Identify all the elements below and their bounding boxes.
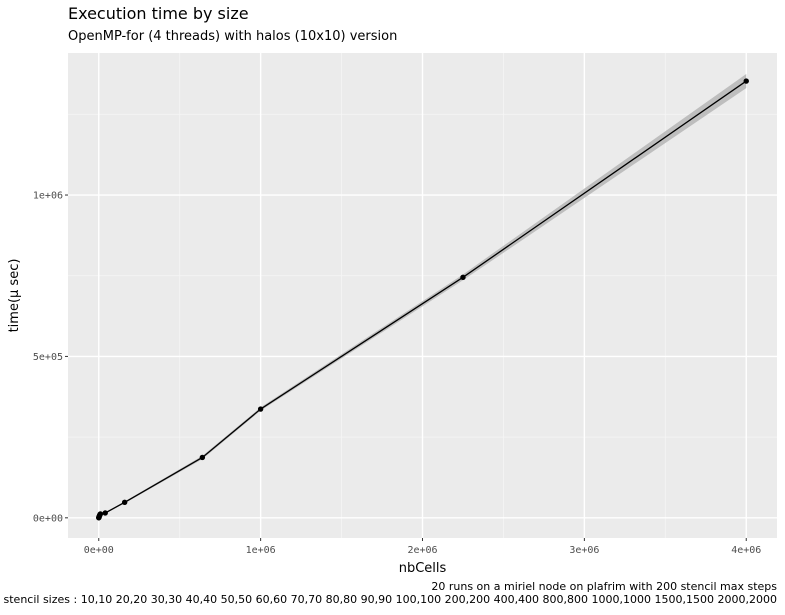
caption-runs: 20 runs on a miriel node on plafrim with…: [431, 580, 777, 593]
x-tick-label: 4e+06: [731, 545, 761, 556]
data-point: [102, 510, 108, 516]
data-point: [257, 406, 264, 412]
major-grid: [68, 53, 777, 538]
data-point: [743, 78, 749, 84]
data-point: [121, 499, 128, 506]
x-axis-ticks: 0e+00 1e+06 2e+06 3e+06 4e+06: [84, 538, 761, 556]
data-point: [97, 511, 104, 517]
x-tick-label: 0e+00: [84, 545, 114, 556]
data-point: [460, 274, 466, 281]
x-tick-label: 2e+06: [407, 545, 437, 556]
x-tick-label: 1e+06: [246, 545, 276, 556]
y-tick-label: 0e+00: [33, 513, 63, 524]
y-tick-label: 1e+06: [33, 191, 63, 202]
caption-stencil-sizes: stencil sizes : 10,10 20,20 30,30 40,40 …: [3, 593, 777, 606]
data-points: [96, 78, 749, 521]
chart-subtitle: OpenMP-for (4 threads) with halos (10x10…: [68, 29, 398, 44]
y-tick-label: 5e+05: [33, 352, 63, 363]
chart-title: Execution time by size: [68, 4, 249, 23]
y-axis-title: time(µ sec): [7, 259, 22, 333]
data-point: [199, 454, 206, 461]
x-axis-title: nbCells: [399, 561, 447, 576]
x-tick-label: 3e+06: [569, 545, 599, 556]
y-axis-ticks: 0e+00 5e+05 1e+06: [33, 191, 68, 524]
